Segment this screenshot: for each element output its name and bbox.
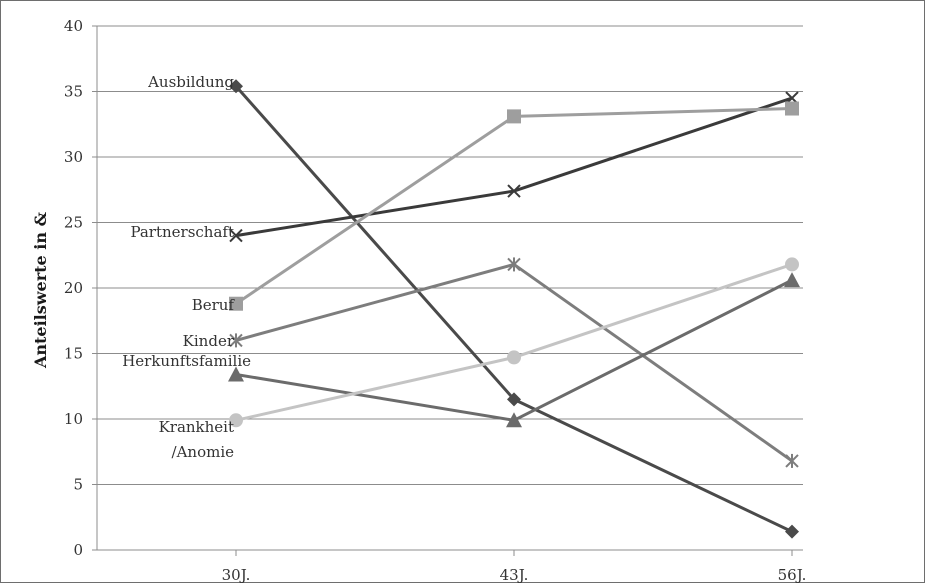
series-label: Herkunftsfamilie	[122, 352, 251, 370]
series-ausbildung	[229, 79, 799, 539]
data-point-diamond	[785, 524, 799, 539]
data-point-diamond	[229, 79, 243, 94]
series-beruf	[229, 101, 799, 311]
data-point-triangle	[506, 412, 522, 428]
series-label: Partnerschaft	[130, 223, 234, 241]
y-tick-label: 15	[64, 345, 83, 363]
data-point-square	[785, 101, 799, 116]
y-tick-label: 5	[73, 476, 83, 494]
y-tick-label: 0	[73, 541, 83, 559]
y-tick-label: 10	[64, 410, 83, 428]
data-point-square	[507, 109, 521, 124]
x-tick-label: 30J.	[222, 566, 251, 583]
data-point-diamond	[507, 392, 521, 407]
series-label: /Anomie	[172, 443, 235, 461]
data-point-star	[229, 333, 243, 348]
x-tick-label: 56J.	[778, 566, 807, 583]
data-point-square	[229, 296, 243, 311]
series-herkunftsfamilie	[228, 272, 800, 428]
series-partnerschaft	[229, 91, 799, 243]
series-label: Krankheit	[159, 418, 234, 436]
series-krankheit-anomie	[229, 257, 799, 428]
series-label: Ausbildung	[147, 73, 234, 91]
series-label: Kinder	[183, 332, 235, 350]
y-tick-label: 35	[64, 83, 83, 101]
data-point-circle	[507, 350, 521, 365]
x-tick-label: 43J.	[500, 566, 529, 583]
series-kinder	[229, 257, 799, 468]
data-point-triangle	[228, 366, 244, 382]
data-point-star	[785, 453, 799, 468]
data-point-x	[507, 184, 521, 198]
y-tick-label: 30	[64, 148, 83, 166]
y-tick-label: 40	[64, 17, 83, 35]
y-tick-label: 20	[64, 279, 83, 297]
data-point-star	[507, 257, 521, 272]
data-point-x	[229, 228, 243, 243]
y-axis-title: Anteilswerte in &	[31, 211, 50, 369]
y-tick-label: 25	[64, 214, 83, 232]
data-point-circle	[229, 413, 243, 428]
data-point-triangle	[784, 272, 800, 288]
data-point-circle	[785, 257, 799, 272]
series-label: Beruf	[192, 296, 236, 314]
